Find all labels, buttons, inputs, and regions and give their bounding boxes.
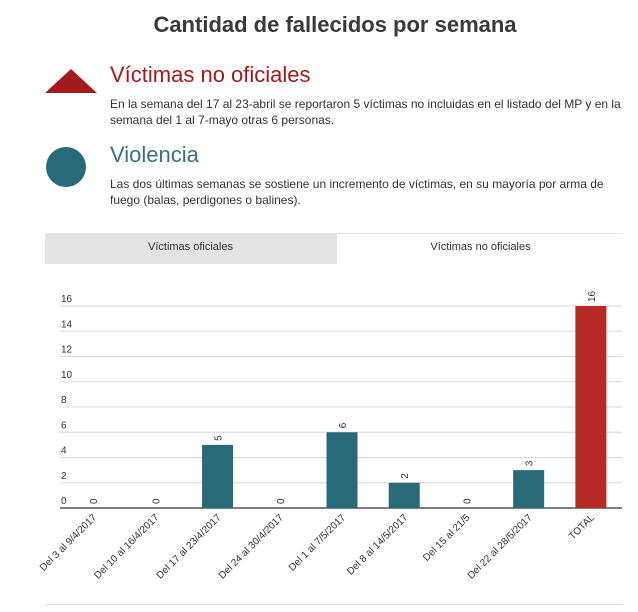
legend-text-unofficial: En la semana del 17 al 23-abril se repor… xyxy=(110,97,621,127)
x-tick-label: Del 24 al 30/4/2017 xyxy=(217,512,286,581)
tab-unofficial-victims[interactable]: Víctimas no oficiales xyxy=(336,234,624,264)
data-label: 0 xyxy=(276,498,287,504)
tab-bar: Víctimas oficiales Víctimas no oficiales xyxy=(45,233,624,264)
bar xyxy=(575,306,607,508)
chart-title: Cantidad de fallecidos por semana xyxy=(153,12,517,37)
x-tick-label: Del 8 al 14/5/2017 xyxy=(345,512,410,577)
bar xyxy=(202,444,234,508)
x-tick-label: Del 1 al 7/5/2017 xyxy=(287,512,349,574)
bar xyxy=(388,482,420,508)
y-tick-label: 4 xyxy=(61,446,67,457)
x-tick-label: Del 17 al 23/4/2017 xyxy=(155,512,224,581)
legend-heading-violence: Violencia xyxy=(110,142,199,167)
y-tick-label: 12 xyxy=(61,345,73,356)
x-tick-label: Del 3 al 9/4/2017 xyxy=(38,512,100,574)
legend-heading-unofficial: Víctimas no oficiales xyxy=(110,62,311,87)
data-label: 3 xyxy=(525,460,536,466)
bar-chart: 0 2 4 6 8 10 12 14 16 0 Del 3 al 9/4/2017 0 Del 10 a… xyxy=(38,290,622,581)
y-tick-label: 16 xyxy=(61,294,73,305)
data-label: 16 xyxy=(587,290,598,302)
data-label: 0 xyxy=(151,498,162,504)
data-label: 0 xyxy=(462,498,473,504)
tab-official-victims[interactable]: Víctimas oficiales xyxy=(45,234,336,264)
bar xyxy=(513,470,545,508)
y-tick-label: 8 xyxy=(61,395,67,406)
x-tick-label: Del 22 al 28/5/2017 xyxy=(466,512,535,581)
data-label: 6 xyxy=(338,422,349,428)
y-tick-label: 14 xyxy=(61,319,73,330)
x-tick-label: TOTAL xyxy=(567,512,597,542)
bar xyxy=(326,432,358,508)
y-tick-label: 10 xyxy=(61,370,73,381)
data-label: 2 xyxy=(400,473,411,479)
legend-text-violence: Las dos últimas semanas se sostiene un i… xyxy=(110,177,604,207)
x-tick-label: Del 15 al 21/5 xyxy=(421,512,473,564)
x-tick-label: Del 10 al 16/4/2017 xyxy=(92,512,161,581)
data-label: 0 xyxy=(89,498,100,504)
data-label: 5 xyxy=(214,435,225,441)
y-tick-label: 2 xyxy=(61,471,67,482)
divider xyxy=(45,604,623,605)
y-tick-label: 0 xyxy=(61,496,67,507)
y-tick-label: 6 xyxy=(61,420,67,431)
